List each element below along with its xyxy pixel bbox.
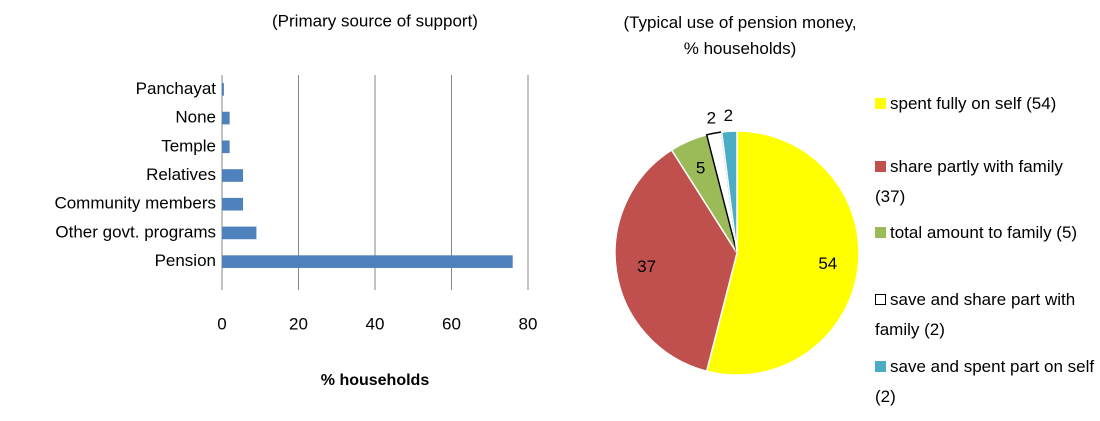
legend-item: save and share part with family (2): [875, 285, 1095, 345]
legend-item: total amount to family (5): [875, 218, 1095, 248]
y-tick-label: None: [175, 108, 216, 127]
legend-swatch: [875, 294, 886, 305]
y-tick-label: Temple: [161, 136, 216, 155]
legend-label: save and spent part on self (2): [875, 357, 1095, 406]
data-label: 37: [637, 257, 656, 276]
x-tick-label: 0: [217, 314, 226, 333]
pie-slice: [720, 130, 738, 254]
pie-title: (Typical use of pension money, % househo…: [623, 13, 857, 58]
legend-swatch: [875, 161, 886, 172]
bar: [222, 111, 230, 125]
data-label: 2: [707, 108, 716, 127]
x-tick-label: 60: [442, 314, 461, 333]
y-tick-label: Other govt. programs: [55, 222, 216, 241]
bar: [222, 83, 224, 96]
legend-swatch: [875, 227, 886, 238]
chart-title: (Primary source of support): [272, 11, 478, 30]
y-tick-label: Relatives: [146, 165, 216, 184]
data-label: 54: [818, 254, 837, 273]
bar: [222, 226, 257, 240]
legend-item: spent fully on self (54): [875, 89, 1095, 119]
y-tick-label: Community members: [54, 194, 216, 213]
pie-slice: [705, 130, 860, 376]
x-tick-label: 80: [519, 314, 538, 333]
y-tick-label: Pension: [155, 251, 216, 270]
bar: [222, 169, 244, 182]
legend-label: share partly with family (37): [875, 157, 1063, 206]
legend-label: save and share part with family (2): [875, 290, 1076, 339]
data-label: 5: [696, 159, 705, 178]
x-tick-label: 40: [366, 314, 385, 333]
legend-item: share partly with family (37): [875, 152, 1095, 212]
x-axis-title: % households: [321, 372, 430, 389]
legend-label: spent fully on self (54): [890, 94, 1057, 113]
data-label: 2: [724, 106, 733, 125]
bar: [222, 140, 230, 154]
bar: [222, 255, 513, 268]
legend-label: total amount to family (5): [890, 223, 1078, 242]
legend-swatch: [875, 361, 886, 372]
bar: [222, 197, 244, 211]
legend-swatch: [875, 98, 886, 109]
y-tick-label: Panchayat: [136, 79, 217, 98]
x-tick-label: 20: [289, 314, 308, 333]
legend-item: save and spent part on self (2): [875, 352, 1095, 412]
